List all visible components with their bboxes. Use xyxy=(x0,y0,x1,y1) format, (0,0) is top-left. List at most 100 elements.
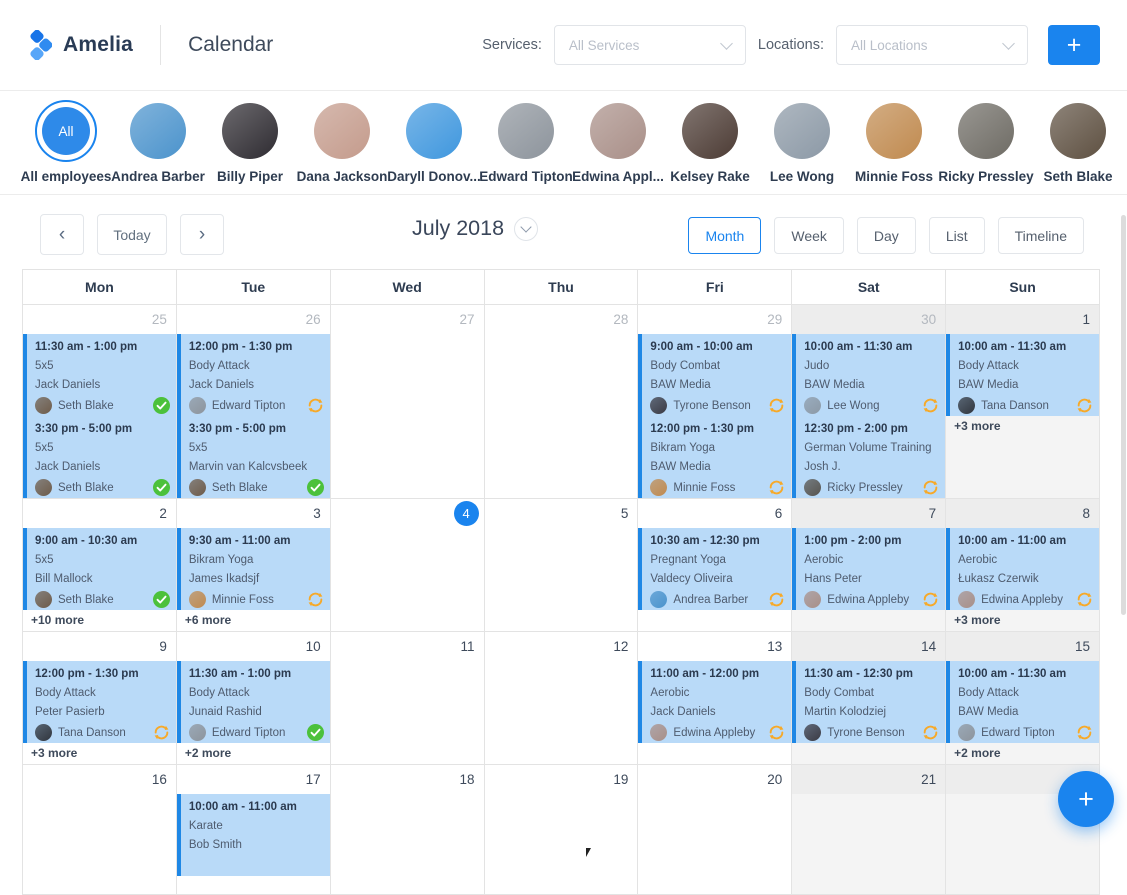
view-button-month[interactable]: Month xyxy=(688,217,762,254)
calendar-day-cell[interactable]: 20 xyxy=(638,765,793,895)
employee-item[interactable]: Edwina Appl... xyxy=(572,99,664,194)
calendar-day-cell[interactable]: 9 12:00 pm - 1:30 pm Body Attack Peter Pasi… xyxy=(23,632,177,765)
fab-add-button[interactable]: + xyxy=(1058,771,1114,827)
employee-item[interactable]: Andrea Barber xyxy=(111,99,205,194)
day-header-row: Mon Tue Wed Thu Fri Sat Sun xyxy=(23,270,1100,305)
view-button-timeline[interactable]: Timeline xyxy=(997,217,1084,254)
employee-item[interactable]: Minnie Foss xyxy=(848,99,940,194)
event-employee-name: Tana Danson xyxy=(58,726,126,739)
event-employee-row: Edwina Appleby xyxy=(650,722,785,743)
locations-select[interactable]: All Locations xyxy=(836,25,1028,65)
employee-avatar xyxy=(498,99,554,163)
appointment-event[interactable]: 10:00 am - 11:30 am Body Attack BAW Media E… xyxy=(946,661,1099,743)
employee-item-all[interactable]: All All employees xyxy=(20,99,112,194)
employee-item[interactable]: Dana Jackson xyxy=(296,99,388,194)
today-button[interactable]: Today xyxy=(97,214,167,255)
view-button-week[interactable]: Week xyxy=(774,217,844,254)
more-events-link[interactable]: +3 more xyxy=(31,746,78,760)
calendar-day-cell[interactable]: 11 xyxy=(330,632,485,765)
scrollbar-thumb[interactable] xyxy=(1121,215,1126,615)
calendar-day-cell[interactable]: 14 11:30 am - 12:30 pm Body Combat Martin K… xyxy=(792,632,947,765)
month-picker-button[interactable] xyxy=(514,216,539,241)
event-service: Body Combat xyxy=(650,360,721,372)
calendar-day-cell[interactable]: 10 11:30 am - 1:00 pm Body Attack Junaid Ra… xyxy=(176,632,331,765)
appointment-event[interactable]: 9:00 am - 10:00 am Body Combat BAW Media Ty… xyxy=(638,334,792,416)
calendar-grid: 25 11:30 am - 1:00 pm 5x5 Jack Daniels Seth … xyxy=(23,305,1100,895)
calendar-day-cell[interactable]: 17 10:00 am - 11:00 am Karate Bob Smith xyxy=(176,765,331,895)
event-employee-row: Ricky Pressley xyxy=(804,477,939,498)
appointment-event[interactable]: 9:30 am - 11:00 am Bikram Yoga James Ikads… xyxy=(176,528,330,610)
calendar-day-cell[interactable]: 12 xyxy=(484,632,639,765)
more-events-link[interactable]: +6 more xyxy=(184,613,232,627)
calendar-day-cell[interactable]: 7 1:00 pm - 2:00 pm Aerobic Hans Peter Edwin… xyxy=(792,499,947,632)
calendar-day-cell[interactable]: 4 xyxy=(330,499,485,632)
recurring-icon xyxy=(153,724,170,741)
recurring-icon xyxy=(768,591,785,608)
employee-item[interactable]: Seth Blake xyxy=(1032,99,1124,194)
services-label: Services: xyxy=(482,37,542,53)
employee-item[interactable]: Daryll Donov... xyxy=(387,99,481,194)
appointment-event[interactable]: 1:00 pm - 2:00 pm Aerobic Hans Peter Edwina… xyxy=(792,528,946,610)
more-events-link[interactable]: +2 more xyxy=(954,746,1001,760)
appointment-event[interactable]: 11:30 am - 12:30 pm Body Combat Martin Kol… xyxy=(792,661,946,743)
calendar-day-cell[interactable]: 25 11:30 am - 1:00 pm 5x5 Jack Daniels Seth … xyxy=(23,305,177,499)
add-appointment-button[interactable]: + xyxy=(1048,25,1100,65)
day-header: Sun xyxy=(946,270,1100,305)
appointment-event[interactable]: 12:00 pm - 1:30 pm Body Attack Jack Daniel… xyxy=(176,334,330,416)
employee-item[interactable]: Kelsey Rake xyxy=(664,99,756,194)
employee-item[interactable]: Edward Tipton xyxy=(479,99,573,194)
calendar-day-cell[interactable]: 16 xyxy=(23,765,177,895)
services-select[interactable]: All Services xyxy=(553,25,746,65)
view-button-day[interactable]: Day xyxy=(856,217,916,254)
appointment-event[interactable]: 3:30 pm - 5:00 pm 5x5 Jack Daniels Seth Bla… xyxy=(23,416,176,498)
event-employee-name: Tyrone Benson xyxy=(673,399,751,412)
event-service: 5x5 xyxy=(35,442,54,454)
appointment-event[interactable]: 9:00 am - 10:30 am 5x5 Bill Mallock Seth Bl… xyxy=(23,528,176,610)
calendar-day-cell[interactable]: 13 11:00 am - 12:00 pm Aerobic Jack Daniels… xyxy=(638,632,793,765)
calendar-day-cell[interactable]: 28 xyxy=(484,305,639,499)
calendar-day-cell[interactable]: 26 12:00 pm - 1:30 pm Body Attack Jack Dani… xyxy=(176,305,331,499)
appointment-event[interactable]: 12:00 pm - 1:30 pm Bikram Yoga BAW Media Mi… xyxy=(638,416,792,498)
calendar-day-cell[interactable]: 19 xyxy=(484,765,639,895)
more-events-link[interactable]: +2 more xyxy=(184,746,232,760)
calendar-day-cell[interactable]: 29 9:00 am - 10:00 am Body Combat BAW Media… xyxy=(638,305,793,499)
month-title-group: July 2018 xyxy=(412,216,539,241)
appointment-event[interactable]: 10:00 am - 11:30 am Judo BAW Media Lee Wong xyxy=(792,334,946,416)
appointment-event[interactable]: 11:30 am - 1:00 pm Body Attack Junaid Rash… xyxy=(176,661,330,743)
next-button[interactable]: › xyxy=(180,214,224,255)
appointment-event[interactable]: 10:00 am - 11:30 am Body Attack BAW Media T… xyxy=(946,334,1099,416)
view-button-list[interactable]: List xyxy=(928,217,985,254)
appointment-event[interactable]: 12:00 pm - 1:30 pm Body Attack Peter Pasie… xyxy=(23,661,176,743)
more-events-link[interactable]: +3 more xyxy=(954,419,1001,433)
appointment-event[interactable]: 10:00 am - 11:00 am Karate Bob Smith xyxy=(176,794,330,876)
date-number: 7 xyxy=(928,506,937,521)
more-events-link[interactable]: +10 more xyxy=(31,613,85,627)
appointment-event[interactable]: 11:30 am - 1:00 pm 5x5 Jack Daniels Seth Bl… xyxy=(23,334,176,416)
calendar-day-cell[interactable]: 5 xyxy=(484,499,639,632)
calendar-day-cell[interactable]: 1 10:00 am - 11:30 am Body Attack BAW Media… xyxy=(946,305,1100,499)
appointment-event[interactable]: 10:30 am - 12:30 pm Pregnant Yoga Valdecy … xyxy=(638,528,792,610)
calendar-day-cell[interactable]: 3 9:30 am - 11:00 am Bikram Yoga James Ikad… xyxy=(176,499,331,632)
employee-item[interactable]: Lee Wong xyxy=(756,99,848,194)
prev-button[interactable]: ‹ xyxy=(40,214,84,255)
appointment-event[interactable]: 3:30 pm - 5:00 pm 5x5 Marvin van Kalcvsbee… xyxy=(176,416,330,498)
appointment-event[interactable]: 12:30 pm - 2:00 pm German Volume Training… xyxy=(792,416,946,498)
appointment-event[interactable]: 11:00 am - 12:00 pm Aerobic Jack Daniels Ed… xyxy=(638,661,792,743)
event-employee-avatar xyxy=(804,724,822,741)
calendar-day-cell[interactable]: 2 9:00 am - 10:30 am 5x5 Bill Mallock Seth B… xyxy=(23,499,177,632)
calendar-day-cell[interactable]: 27 xyxy=(330,305,485,499)
event-service: Judo xyxy=(804,360,830,372)
calendar-day-cell[interactable]: 21 xyxy=(792,765,947,895)
appointment-event[interactable]: 10:00 am - 11:00 am Aerobic Łukasz Czerwik… xyxy=(946,528,1099,610)
calendar-day-cell[interactable]: 8 10:00 am - 11:00 am Aerobic Łukasz Czerwi… xyxy=(946,499,1100,632)
calendar-day-cell[interactable]: 18 xyxy=(330,765,485,895)
event-customer: Jack Daniels xyxy=(188,379,255,391)
calendar-day-cell[interactable]: 15 10:00 am - 11:30 am Body Attack BAW Medi… xyxy=(946,632,1100,765)
calendar-day-cell[interactable]: 6 10:30 am - 12:30 pm Pregnant Yoga Valdecy… xyxy=(638,499,793,632)
date-strip: 3 xyxy=(177,499,330,528)
employee-item[interactable]: Billy Piper xyxy=(204,99,296,194)
event-customer: BAW Media xyxy=(804,379,865,391)
more-events-link[interactable]: +3 more xyxy=(954,613,1001,627)
calendar-day-cell[interactable]: 30 10:00 am - 11:30 am Judo BAW Media Lee Wo… xyxy=(792,305,947,499)
employee-item[interactable]: Ricky Pressley xyxy=(938,99,1034,194)
